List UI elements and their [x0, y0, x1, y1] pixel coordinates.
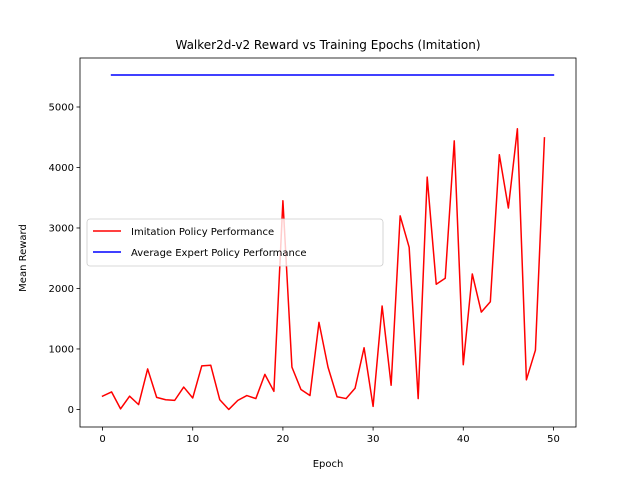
- y-axis-label: Mean Reward: [18, 224, 29, 292]
- legend: Imitation Policy Performance Average Expe…: [86, 218, 384, 267]
- legend-box: [86, 218, 384, 267]
- y-tick-label-3000: 3000: [49, 223, 74, 234]
- y-tick-label-1000: 1000: [49, 344, 74, 355]
- plot-area: 0 10 20 30 40 50 0 1000 2000 3000 4000 5000: [49, 57, 577, 445]
- y-tick-label-5000: 5000: [49, 102, 74, 113]
- x-tick-label-20: 20: [277, 434, 290, 445]
- axes-frame: [79, 57, 577, 428]
- series-line-0: [101, 128, 546, 411]
- y-tick-label-0: 0: [68, 405, 74, 416]
- x-tick-label-0: 0: [99, 434, 105, 445]
- x-tick-label-40: 40: [457, 434, 470, 445]
- legend-label-0: Imitation Policy Performance: [131, 227, 274, 238]
- legend-label-1: Average Expert Policy Performance: [131, 248, 307, 259]
- chart-title: Walker2d-v2 Reward vs Training Epochs (I…: [175, 38, 480, 52]
- y-tick-label-2000: 2000: [49, 284, 74, 295]
- x-axis-label: Epoch: [313, 459, 344, 470]
- x-tick-label-30: 30: [367, 434, 380, 445]
- x-tick-label-10: 10: [186, 434, 199, 445]
- y-tick-label-4000: 4000: [49, 163, 74, 174]
- x-tick-label-50: 50: [547, 434, 560, 445]
